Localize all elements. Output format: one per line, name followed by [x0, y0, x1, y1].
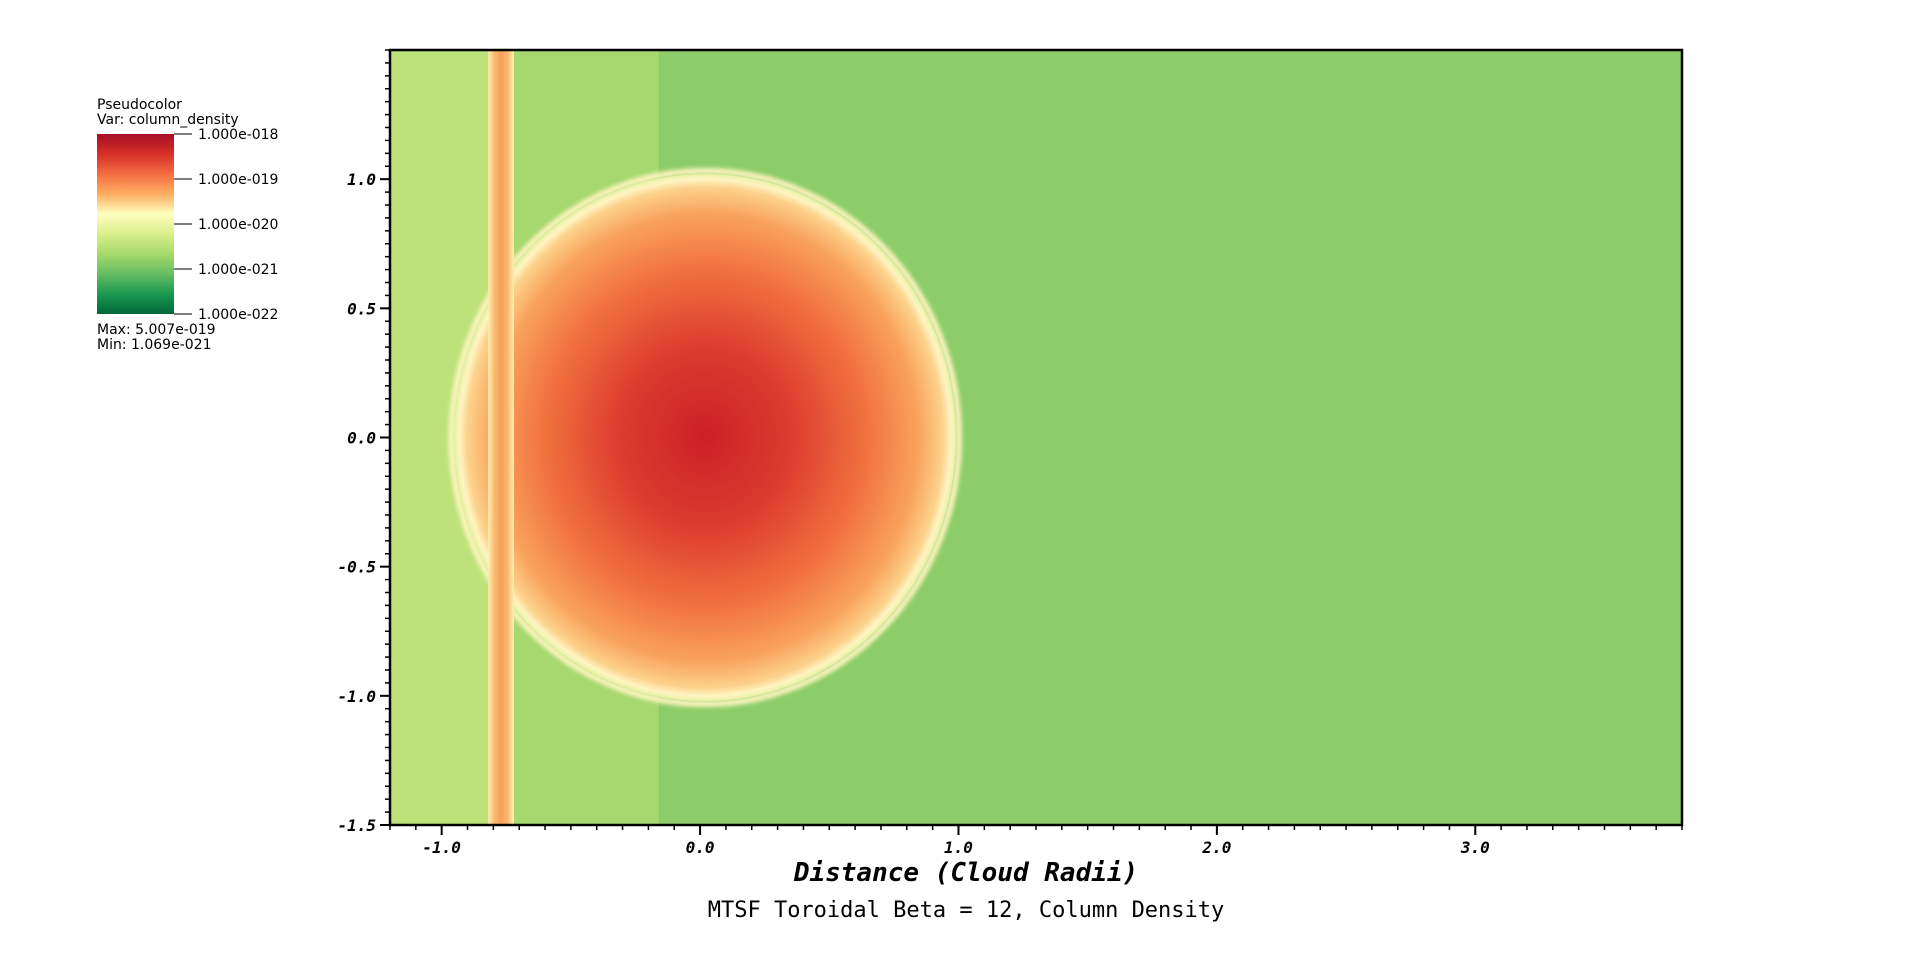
color-legend: Pseudocolor Var: column_density 1.000e-0…: [97, 97, 278, 353]
x-tick-label: 1.0: [944, 838, 973, 857]
x-tick-label: -1.0: [422, 838, 461, 857]
x-tick-label: 3.0: [1460, 838, 1490, 857]
y-tick-label: 0.5: [347, 299, 376, 318]
legend-tick-label: 1.000e-019: [198, 172, 278, 188]
shock-front-line: [488, 50, 515, 825]
y-tick-label: 0.0: [347, 429, 376, 448]
x-tick-label: 0.0: [686, 838, 715, 857]
chart-title: MTSF Toroidal Beta = 12, Column Density: [708, 898, 1225, 923]
x-axis-label: Distance (Cloud Radii): [793, 858, 1138, 888]
legend-color-bar: [97, 134, 174, 314]
cloud-density-blob: [454, 174, 956, 701]
y-tick-label: -0.5: [337, 558, 376, 577]
legend-tick-label: 1.000e-022: [198, 307, 278, 323]
legend-tick-label: 1.000e-018: [198, 127, 278, 143]
legend-tick-label: 1.000e-020: [198, 217, 278, 233]
legend-title: Pseudocolor: [97, 97, 182, 113]
y-axis-ticks: 1.0 0.5 0.0 -0.5 -1.0 -1.5: [337, 170, 390, 835]
y-tick-label: 1.0: [347, 170, 376, 189]
legend-variable: Var: column_density: [97, 112, 239, 128]
legend-tick-label: 1.000e-021: [198, 262, 278, 278]
legend-tick-labels: 1.000e-018 1.000e-019 1.000e-020 1.000e-021…: [174, 127, 278, 323]
y-tick-label: -1.5: [337, 816, 376, 835]
y-tick-label: -1.0: [337, 687, 376, 706]
x-tick-label: 2.0: [1201, 838, 1231, 857]
x-axis-ticks: -1.0 0.0 1.0 2.0 3.0: [422, 825, 1490, 857]
cloud-rim: [448, 168, 962, 707]
legend-min: Min: 1.069e-021: [97, 337, 211, 353]
legend-max: Max: 5.007e-019: [97, 322, 216, 338]
heatmap-plot-area: [390, 50, 1682, 825]
